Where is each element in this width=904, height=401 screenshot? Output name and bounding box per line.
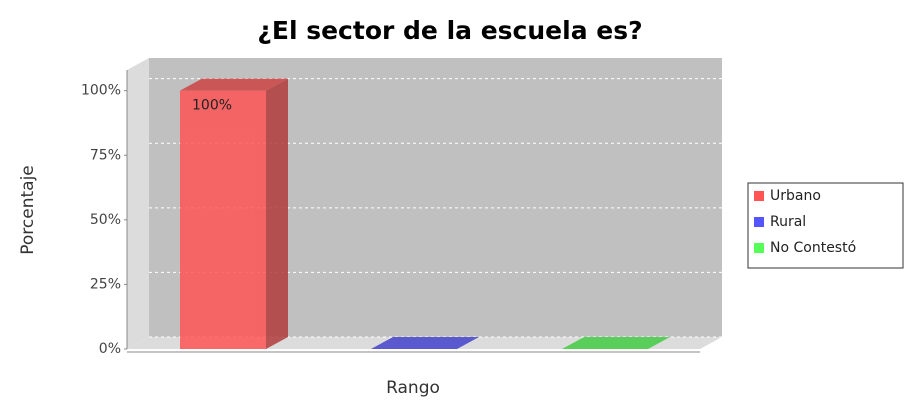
y-tick-label: 75% bbox=[90, 147, 121, 163]
legend-box bbox=[747, 182, 904, 269]
side-wall bbox=[127, 58, 149, 349]
bar-front bbox=[180, 90, 266, 350]
bar-top bbox=[371, 337, 479, 349]
bar-top bbox=[180, 78, 288, 91]
legend-swatch bbox=[754, 243, 764, 253]
legend-label: Rural bbox=[770, 214, 806, 230]
y-tick-label: 100% bbox=[81, 83, 121, 99]
bar bbox=[371, 337, 479, 349]
y-axis-label: Porcentaje bbox=[18, 165, 38, 255]
bar-top bbox=[562, 337, 670, 349]
y-tick-label: 50% bbox=[90, 212, 121, 228]
y-tick-label: 25% bbox=[90, 276, 121, 292]
bar-side bbox=[266, 78, 288, 350]
y-tick-label: 0% bbox=[99, 341, 121, 357]
legend-label: No Contestó bbox=[770, 240, 856, 256]
legend-swatch bbox=[754, 217, 764, 227]
bar bbox=[180, 78, 288, 350]
chart-title: ¿El sector de la escuela es? bbox=[257, 16, 642, 45]
back-wall bbox=[149, 58, 722, 337]
legend-label: Urbano bbox=[770, 188, 821, 204]
value-label: 100% bbox=[192, 98, 232, 114]
legend-swatch bbox=[754, 191, 764, 201]
bar bbox=[562, 337, 670, 349]
x-axis-label: Rango bbox=[386, 378, 440, 398]
